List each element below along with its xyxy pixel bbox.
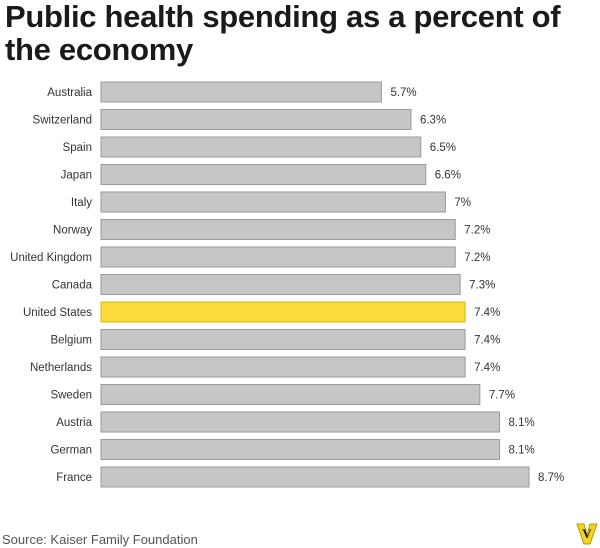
bar bbox=[100, 356, 466, 378]
value-label: 6.3% bbox=[420, 115, 446, 127]
category-label: United Kingdom bbox=[10, 252, 92, 264]
value-label: 7.3% bbox=[469, 280, 495, 292]
bar bbox=[100, 219, 456, 240]
value-label: 7.4% bbox=[474, 335, 500, 347]
source-note: Source: Kaiser Family Foundation bbox=[2, 532, 198, 547]
category-label: Switzerland bbox=[33, 115, 92, 127]
category-label: Austria bbox=[56, 417, 92, 429]
category-label: France bbox=[56, 472, 92, 484]
category-label: Italy bbox=[71, 197, 92, 209]
bar bbox=[100, 81, 382, 103]
category-label: Belgium bbox=[50, 335, 92, 347]
bar bbox=[100, 329, 466, 350]
category-label: Canada bbox=[52, 280, 93, 292]
bar-highlighted bbox=[100, 301, 466, 323]
bar bbox=[100, 109, 412, 130]
category-label: Japan bbox=[61, 170, 92, 182]
value-label: 8.1% bbox=[509, 445, 535, 457]
bar bbox=[100, 384, 481, 405]
chart-title: Public health spending as a percent of t… bbox=[5, 0, 561, 67]
value-label: 7.2% bbox=[464, 225, 490, 237]
value-label: 6.6% bbox=[435, 170, 461, 182]
category-label: German bbox=[50, 445, 92, 457]
value-label: 5.7% bbox=[390, 87, 416, 99]
category-label: Netherlands bbox=[30, 362, 92, 374]
bar bbox=[100, 411, 501, 433]
value-label: 7.4% bbox=[474, 362, 500, 374]
value-label: 7.7% bbox=[489, 390, 515, 402]
bar bbox=[100, 191, 446, 213]
bar bbox=[100, 439, 501, 460]
value-label: 8.1% bbox=[509, 417, 535, 429]
bar bbox=[100, 136, 422, 158]
bar bbox=[100, 164, 427, 185]
bar bbox=[100, 466, 530, 488]
category-label: Norway bbox=[53, 225, 92, 237]
value-label: 6.5% bbox=[430, 142, 456, 154]
svg-text:V: V bbox=[582, 526, 592, 541]
value-label: 7.2% bbox=[464, 252, 490, 264]
category-label: Australia bbox=[47, 87, 92, 99]
category-label: Sweden bbox=[50, 390, 92, 402]
bar bbox=[100, 246, 456, 268]
value-label: 7% bbox=[454, 197, 471, 209]
bar bbox=[100, 274, 461, 295]
category-label: United States bbox=[23, 307, 92, 319]
vox-logo-icon: V bbox=[576, 523, 598, 545]
value-label: 8.7% bbox=[538, 472, 564, 484]
category-label: Spain bbox=[63, 142, 92, 154]
value-label: 7.4% bbox=[474, 307, 500, 319]
